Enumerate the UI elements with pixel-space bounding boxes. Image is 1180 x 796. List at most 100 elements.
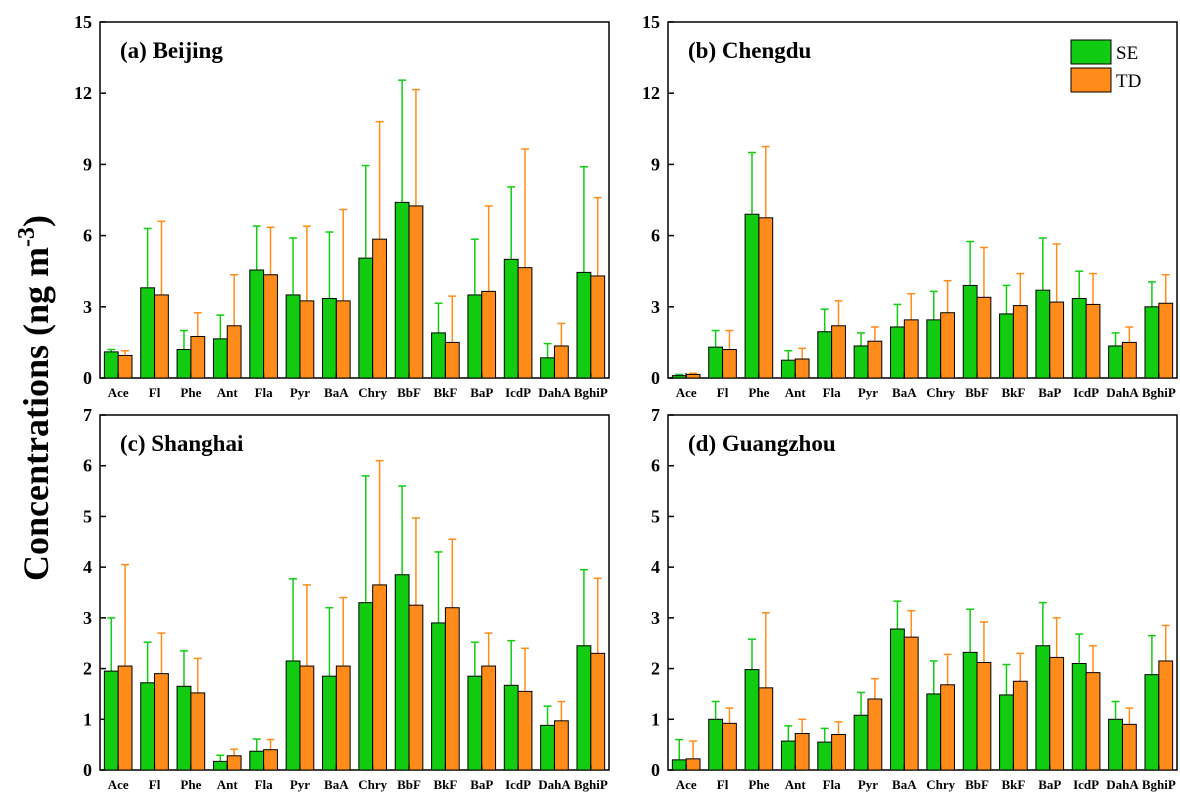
bar-se [1144,674,1160,771]
y-tick-label: 0 [651,760,660,780]
bar-td [758,687,774,771]
bar-se [322,675,337,771]
bar-se [780,359,796,379]
y-axis-label-close: ) [16,215,56,227]
x-tick-label: BaA [892,777,917,792]
x-tick-label: Fla [823,385,842,400]
bar-se [890,628,905,771]
x-tick-label: BaP [470,385,493,400]
y-tick-label: 9 [83,154,92,174]
x-tick-label: Chry [926,385,955,400]
x-tick-label: DahA [1106,777,1139,792]
legend-label-td: TD [1116,71,1141,92]
bar-se [103,351,119,379]
y-tick-label: 5 [83,506,92,526]
x-tick-label: BghiP [1142,385,1176,400]
y-tick-label: 3 [83,608,92,628]
bar-td [190,335,206,379]
bar-td [154,673,169,771]
bar-td [590,275,606,379]
x-tick-label: Ant [217,385,239,400]
bar-td [517,690,533,771]
bar-se [780,740,796,771]
x-tick-label: Ace [108,777,129,792]
x-tick-label: Phe [180,385,201,400]
x-tick-label: BbF [397,777,421,792]
x-tick-label: BghiP [574,385,608,400]
bar-se [744,669,760,771]
bar-se [103,670,119,771]
x-tick-label: BbF [397,385,421,400]
x-tick-label: BaA [324,777,349,792]
bar-td [408,205,424,379]
x-tick-label: Ace [676,385,697,400]
x-tick-label: DahA [538,777,571,792]
panel-title: (a) Beijing [120,38,223,63]
legend-swatch-se [1070,39,1112,65]
bar-td [226,325,242,379]
x-tick-label: BghiP [1142,777,1176,792]
bar-se [817,331,833,379]
x-tick-label: Fl [149,777,161,792]
chart-panel-2: 0 3 6 9 12 15 Ace Fl Phe Ant Fla Pyr BaA Chry BbF BkF Ba… [642,12,1178,400]
bar-td [903,636,919,771]
bar-td [553,345,569,379]
bar-se [140,287,156,379]
bar-td [408,604,424,771]
y-axis-label: Concentrations (ng m-3) [14,215,56,581]
panel-title: (c) Shanghai [120,431,244,456]
bar-td [976,661,992,771]
y-tick-label: 12 [642,83,660,103]
bar-td [794,732,810,771]
bar-td [722,349,737,379]
bar-td [758,217,774,379]
y-tick-label: 1 [83,709,92,729]
bar-se [176,349,192,379]
x-tick-label: Pyr [290,777,310,792]
x-tick-label: BghiP [574,777,608,792]
x-tick-label: Ant [785,777,807,792]
bar-se [285,660,301,771]
x-tick-label: DahA [538,385,571,400]
bar-se [540,357,555,379]
bar-se [853,345,869,379]
bar-se [890,326,905,379]
bar-td [444,607,460,771]
bar-se [962,651,978,771]
y-tick-label: 9 [651,154,660,174]
y-tick-label: 6 [83,456,92,476]
bar-se [394,574,410,771]
bar-td [1012,680,1028,771]
y-tick-label: 0 [83,760,92,780]
x-tick-label: BbF [965,385,989,400]
x-tick-label: Fla [823,777,842,792]
bar-se [322,297,337,379]
bar-se [358,257,374,379]
bar-se [1108,718,1123,771]
x-tick-label: Phe [748,385,769,400]
plot-frame [99,21,610,379]
bar-se [671,375,687,379]
bar-td [154,294,169,379]
bar-se [285,294,301,379]
y-tick-label: 3 [651,608,660,628]
bar-td [940,684,955,771]
bar-td [685,758,701,771]
bar-se [1071,297,1087,379]
bar-td [722,722,737,771]
bar-se [817,741,833,771]
y-tick-label: 15 [74,12,92,32]
chart-panel-1: 0 3 6 9 12 15 Ace Fl Phe Ant Fla Pyr BaA Chry BbF BkF Ba… [74,12,610,400]
chart-panel-4: 0 1 2 3 4 5 6 7 Ace Fl Phe Ant Fla Pyr BaA Chry BbF BkF Ba… [651,405,1178,792]
bar-se [540,724,555,771]
x-tick-label: Phe [180,777,201,792]
bar-td [117,354,133,379]
bar-se [503,684,519,771]
bar-se [1071,663,1087,771]
x-tick-label: Chry [926,777,955,792]
bar-td [517,267,533,379]
bar-se [467,294,483,379]
bar-td [481,290,497,379]
y-tick-label: 6 [651,226,660,246]
